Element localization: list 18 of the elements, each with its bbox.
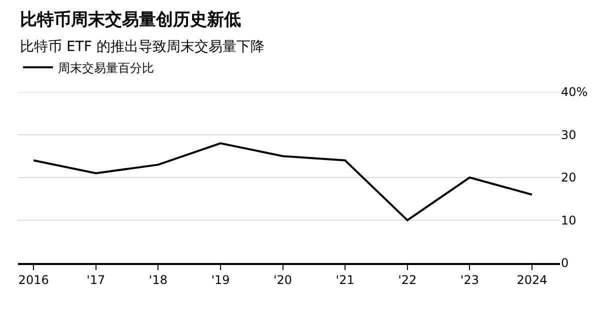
y-tick-label: 10 xyxy=(561,213,576,228)
x-tick-label: 2016 xyxy=(18,273,49,288)
x-tick-label: '21 xyxy=(336,273,354,288)
y-tick-label: 20 xyxy=(561,170,576,185)
legend-label: 周末交易量百分比 xyxy=(58,60,154,75)
x-tick-label: '22 xyxy=(398,273,417,288)
y-tick-label: 30 xyxy=(561,128,576,142)
x-tick-label: '23 xyxy=(460,273,479,288)
x-tick-label: '18 xyxy=(148,273,168,288)
y-tick-label: 0 xyxy=(561,256,569,270)
x-tick-label: '19 xyxy=(211,273,230,288)
chart-subtitle: 比特币 ETF 的推出导致周末交易量下降 xyxy=(20,39,264,55)
chart-title: 比特币周末交易量创历史新低 xyxy=(20,10,241,30)
y-tick-label: 40% xyxy=(561,85,588,100)
x-tick-label: '17 xyxy=(86,273,106,288)
x-tick-label: 2024 xyxy=(516,273,548,288)
line-series xyxy=(32,142,533,222)
x-tick-label: '20 xyxy=(273,273,292,288)
